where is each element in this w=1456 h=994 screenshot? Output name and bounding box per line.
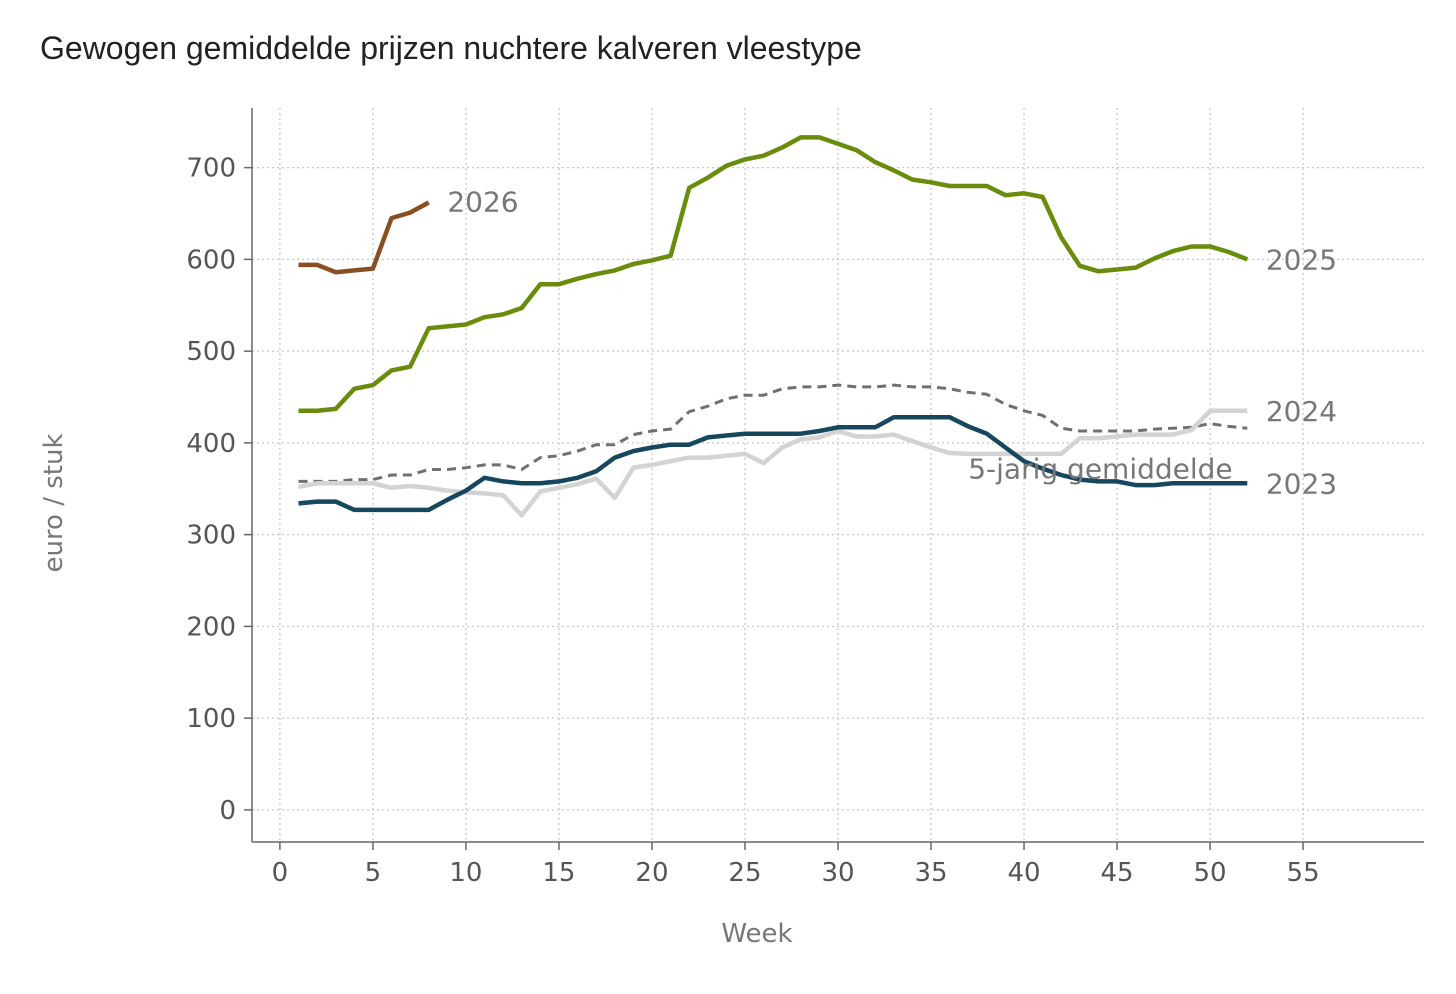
tick-labels: 0 5 10 15 20 25 30 35 40 45 50 55 0 100 200 300 400 500 60… [186,154,1319,888]
x-tick-label-10: 10 [449,858,482,888]
series-lines [298,135,1249,518]
x-tick-label-40: 40 [1007,858,1040,888]
y-tick-label-500: 500 [186,337,236,367]
y-tick-label-600: 600 [186,245,236,275]
y-tick-label-700: 700 [186,154,236,184]
x-tick-label-35: 35 [914,858,947,888]
series-line-2025 [298,135,1249,414]
x-tick-label-45: 45 [1101,858,1134,888]
series-label-2025: 2025 [1266,243,1337,276]
series-line-2026 [298,200,430,275]
x-tick-label-0: 0 [272,858,289,888]
y-tick-label-300: 300 [186,521,236,551]
series-line-2024 [298,408,1248,518]
x-tick-label-20: 20 [635,858,668,888]
y-tick-label-100: 100 [186,704,236,734]
y-tick-label-400: 400 [186,429,236,459]
x-axis-title: Week [721,919,792,949]
series-label-2024: 2024 [1266,395,1337,428]
x-tick-label-15: 15 [542,858,575,888]
x-tick-label-55: 55 [1287,858,1320,888]
x-tick-label-5: 5 [365,858,382,888]
x-tick-label-30: 30 [821,858,854,888]
y-tick-label-200: 200 [186,612,236,642]
x-tick-label-25: 25 [728,858,761,888]
y-tick-label-0: 0 [219,796,236,826]
series-label-5-jarig-gemiddelde: 5-jarig gemiddelde [968,453,1232,486]
series-line-2023 [298,414,1248,513]
chart-title: Gewogen gemiddelde prijzen nuchtere kalv… [40,30,862,66]
x-tick-label-50: 50 [1194,858,1227,888]
series-label-2023: 2023 [1266,467,1337,500]
grid-lines [252,108,1424,842]
series-label-2026: 2026 [447,186,518,219]
series-labels: 5-jarig gemiddelde 2024 2023 2025 2026 [447,186,1337,501]
y-axis-title: euro / stuk [39,433,69,572]
